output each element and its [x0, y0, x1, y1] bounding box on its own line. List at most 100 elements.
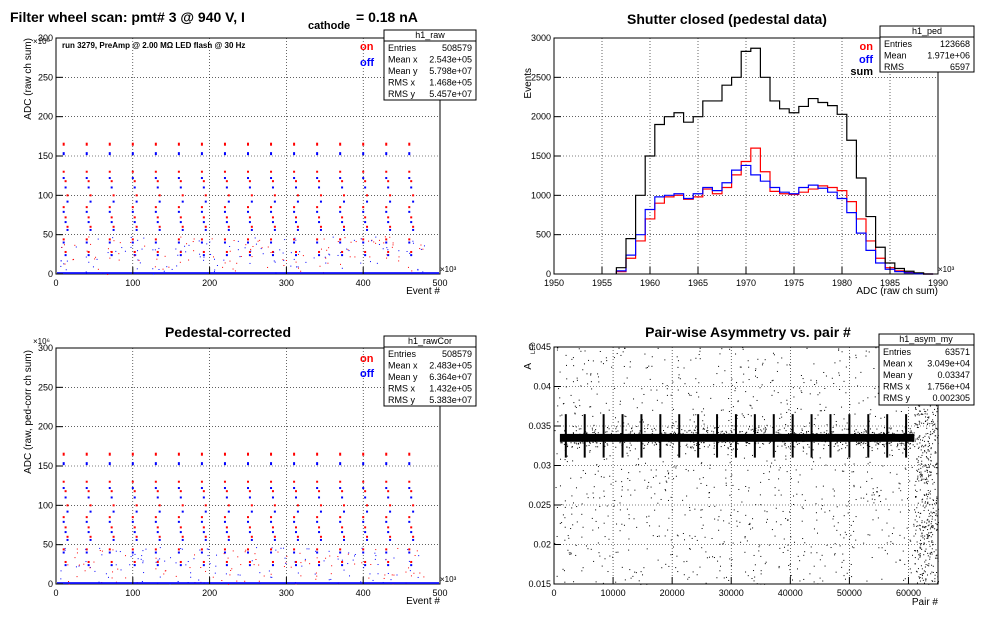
asym-point: [647, 485, 649, 487]
asym-point: [831, 431, 833, 433]
asym-point: [762, 438, 764, 440]
asym-point: [744, 536, 746, 538]
asym-point: [908, 440, 910, 442]
asym-point: [743, 416, 745, 418]
asym-point: [789, 511, 791, 513]
asym-point: [736, 525, 738, 527]
cor-scatter-point: [227, 583, 229, 585]
asym-point: [881, 529, 883, 531]
asym-point: [927, 502, 929, 504]
asym-point: [924, 542, 926, 544]
asym-point: [726, 438, 728, 440]
asym-point: [606, 458, 608, 460]
asym-point: [916, 443, 918, 445]
asym-point: [860, 441, 862, 443]
asym-point: [631, 430, 633, 432]
asym-point: [740, 438, 742, 440]
raw-stats-name: h1_raw: [415, 30, 445, 40]
cor-scatter-point: [236, 580, 238, 582]
asym-point: [722, 543, 724, 545]
asym-point: [600, 412, 602, 414]
asym-point: [608, 538, 610, 540]
asym-point: [622, 351, 624, 353]
asym-point: [876, 428, 878, 430]
asym-point: [666, 394, 668, 396]
asym-point: [576, 437, 578, 439]
asym-point: [564, 526, 566, 528]
asym-point: [832, 518, 834, 520]
cor-off-point: [293, 462, 296, 466]
raw-on-point: [158, 225, 161, 228]
asym-point: [608, 437, 610, 439]
raw-scatter-point: [193, 250, 195, 252]
asym-point: [603, 458, 605, 460]
asym-point: [863, 442, 865, 444]
asym-point: [639, 421, 641, 423]
asym-point: [614, 500, 616, 502]
asym-point: [919, 471, 921, 473]
asym-point: [803, 578, 805, 580]
asym-point: [918, 456, 920, 458]
asym-point: [644, 444, 646, 446]
raw-off-point: [295, 221, 297, 224]
asym-point: [759, 436, 761, 438]
asym-point: [844, 463, 846, 465]
asym-point: [765, 436, 767, 438]
asym-point: [665, 444, 667, 446]
asym-point: [651, 428, 653, 430]
cor-scatter-point: [390, 579, 392, 581]
asym-point: [744, 551, 746, 553]
asym-point: [703, 446, 705, 448]
asym-point: [919, 474, 921, 476]
asym-point: [931, 420, 933, 422]
cor-stats-key: Mean y: [388, 372, 418, 382]
asym-point: [861, 432, 863, 434]
asym-point: [670, 496, 672, 498]
asym-point: [652, 430, 654, 432]
asym-point: [895, 561, 897, 563]
asym-point: [814, 418, 816, 420]
raw-scatter-point: [262, 253, 264, 255]
asym-point: [925, 420, 927, 422]
asym-point: [590, 406, 592, 408]
cor-scatter-point: [64, 549, 66, 551]
asym-point: [675, 421, 677, 423]
asym-point: [571, 440, 573, 442]
asym-point: [763, 434, 765, 436]
asym-point: [915, 515, 917, 517]
asym-point: [605, 431, 607, 433]
asym-point: [595, 520, 597, 522]
asym-point: [930, 447, 932, 449]
asym-point: [625, 437, 627, 439]
asym-point: [823, 448, 825, 450]
asym-point: [919, 435, 921, 437]
asym-point: [739, 431, 741, 433]
cor-marks: [57, 452, 439, 585]
cor-on-point: [270, 452, 273, 456]
raw-scatter-point: [386, 257, 388, 259]
cor-on-point: [296, 535, 299, 538]
raw-off-point: [273, 200, 276, 203]
cor-off-point: [154, 462, 157, 466]
cor-on-point: [318, 560, 321, 563]
asym-point: [915, 533, 917, 535]
cor-scatter-point: [110, 564, 112, 566]
raw-scatter-point: [273, 260, 275, 262]
asym-point: [700, 509, 702, 511]
raw-scatter-point: [249, 262, 251, 264]
asym-point: [925, 456, 927, 458]
cor-on-point: [270, 548, 273, 551]
asym-point: [727, 454, 729, 456]
raw-scatter-point: [417, 269, 419, 271]
raw-off-point: [204, 228, 207, 231]
asym-point: [586, 445, 588, 447]
asym-point: [668, 472, 670, 474]
asym-point: [783, 443, 785, 445]
asym-point: [922, 439, 924, 441]
asym-point: [820, 508, 822, 510]
cor-on-point: [293, 480, 296, 483]
cor-on-point: [87, 526, 90, 529]
asym-point: [915, 550, 917, 552]
asym-point: [709, 464, 711, 466]
